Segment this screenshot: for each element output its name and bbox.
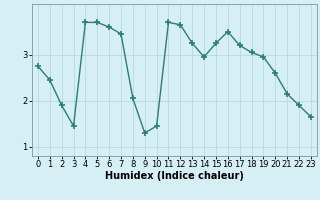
X-axis label: Humidex (Indice chaleur): Humidex (Indice chaleur) xyxy=(105,171,244,181)
